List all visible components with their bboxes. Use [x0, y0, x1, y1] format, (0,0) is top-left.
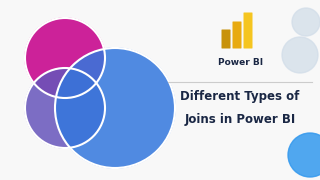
Circle shape — [55, 48, 175, 168]
Circle shape — [292, 8, 320, 36]
Circle shape — [282, 37, 318, 73]
Circle shape — [25, 68, 105, 148]
Text: Joins in Power BI: Joins in Power BI — [184, 113, 296, 126]
Text: Different Types of: Different Types of — [180, 90, 300, 103]
FancyBboxPatch shape — [233, 21, 242, 48]
Text: Power BI: Power BI — [219, 58, 264, 67]
Circle shape — [25, 18, 105, 98]
Circle shape — [288, 133, 320, 177]
FancyBboxPatch shape — [244, 12, 252, 48]
FancyBboxPatch shape — [221, 30, 230, 48]
